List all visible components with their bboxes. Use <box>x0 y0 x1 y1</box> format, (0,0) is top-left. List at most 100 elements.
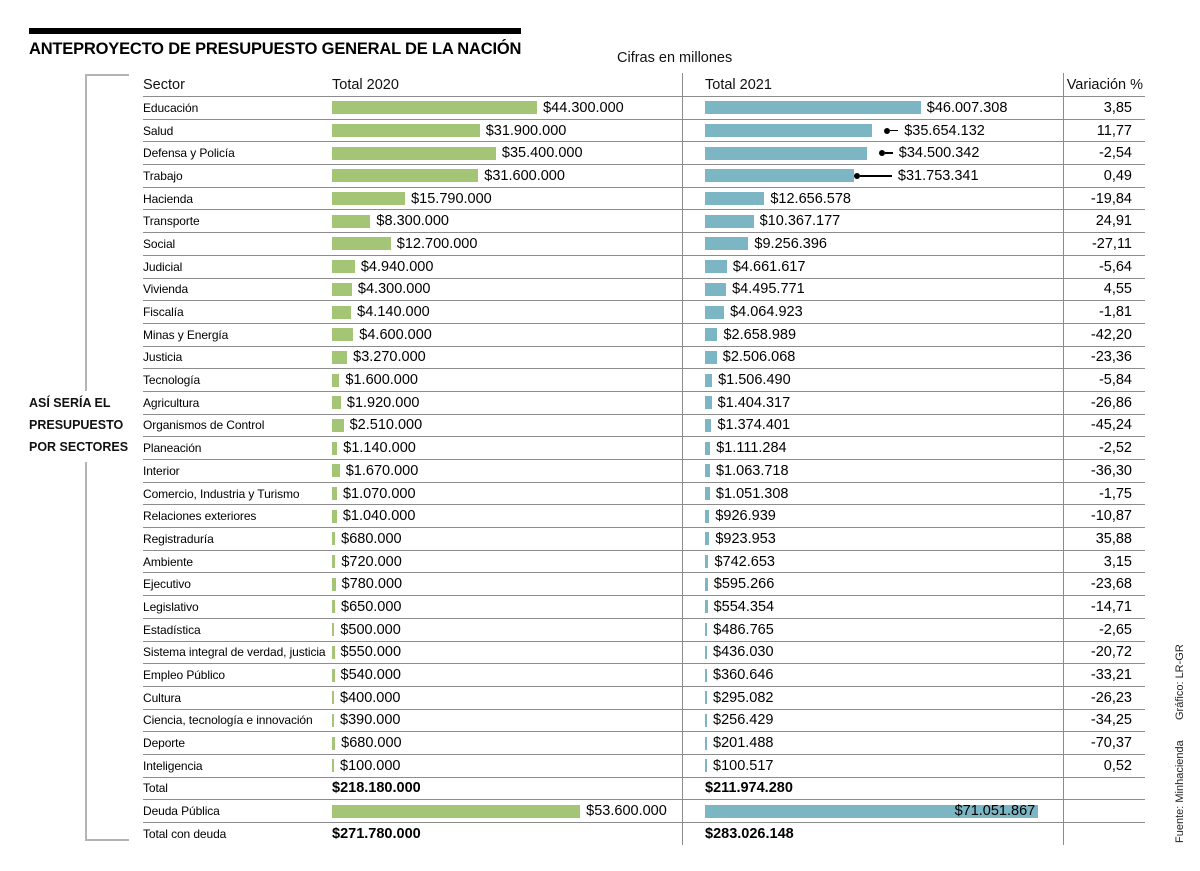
bar-2020 <box>332 623 335 637</box>
table-header: Sector Total 2020 Total 2021 Variación % <box>143 73 1145 96</box>
cell-total-2020: $8.300.000 <box>332 210 682 232</box>
sector-label: Agricultura <box>143 395 200 410</box>
value-2021: $9.256.396 <box>754 235 827 252</box>
variation-value: -42,20 <box>1090 326 1132 343</box>
sector-label: Trabajo <box>143 168 183 183</box>
variation-value: -45,24 <box>1090 417 1132 434</box>
sector-label: Vivienda <box>143 282 189 297</box>
cell-total-2021: $1.506.490 <box>682 369 1063 391</box>
cell-total-2021: $34.500.342 <box>682 142 1063 164</box>
table-row: Planeación $1.140.000 $1.111.284 -2,52 <box>143 436 1145 459</box>
table-row: Organismos de Control $2.510.000 $1.374.40… <box>143 413 1145 437</box>
cell-total-2020: $780.000 <box>332 573 682 595</box>
table-body: Educación $44.300.000 $46.007.308 3,85 Salud… <box>143 96 1145 845</box>
variation-value: -23,36 <box>1090 349 1132 366</box>
cell-total-2021: $926.939 <box>682 505 1063 527</box>
variation-value: -33,21 <box>1090 667 1132 684</box>
cell-total-2021: $595.266 <box>682 573 1063 595</box>
cell-total-2021: $742.653 <box>682 551 1063 573</box>
variation-value: -2,52 <box>1098 440 1132 457</box>
bar-2021 <box>705 691 707 705</box>
variation-value: -5,64 <box>1098 258 1132 275</box>
value-2021: $295.082 <box>713 689 774 706</box>
variation-value: 24,91 <box>1095 213 1132 230</box>
table-row: Vivienda $4.300.000 $4.495.771 4,55 <box>143 277 1145 301</box>
leader-line <box>859 175 892 177</box>
leader-line <box>890 129 899 132</box>
sector-label: Deporte <box>143 736 185 751</box>
table-row: Comercio, Industria y Turismo $1.070.000 $… <box>143 481 1145 505</box>
cell-total-2020: $720.000 <box>332 551 682 573</box>
value-2020: $31.900.000 <box>485 122 567 139</box>
page-title: ANTEPROYECTO DE PRESUPUESTO GENERAL DE L… <box>29 40 522 58</box>
sector-label: Planeación <box>143 441 202 456</box>
table-row: Social $12.700.000 $9.256.396 -27,11 <box>143 232 1145 255</box>
cell-total-2021: $46.007.308 <box>682 97 1063 119</box>
bar-2021 <box>705 736 707 750</box>
bar-2021 <box>705 237 749 251</box>
bar-2021 <box>705 169 854 183</box>
table-row: Inteligencia $100.000 $100.517 0,52 <box>143 753 1145 777</box>
cell-total-2020: $650.000 <box>332 596 682 618</box>
cell-total-2021: $12.656.578 <box>682 188 1063 210</box>
variation-value: -2,65 <box>1098 621 1132 638</box>
cell-total-2021: $256.429 <box>682 710 1063 732</box>
cell-total-2020: $4.600.000 <box>332 324 682 346</box>
value-2020: $390.000 <box>340 712 401 729</box>
value-2020: $271.780.000 <box>332 825 421 842</box>
cell-total-2021: $4.495.771 <box>682 279 1063 301</box>
value-2020: $4.140.000 <box>357 304 430 321</box>
leader-dot-icon <box>884 127 891 134</box>
sector-label: Organismos de Control <box>143 418 265 433</box>
value-2020: $53.600.000 <box>586 803 667 820</box>
sector-label: Registraduría <box>143 531 214 546</box>
cell-total-2020: $390.000 <box>332 710 682 732</box>
bar-2021 <box>705 124 873 138</box>
variation-value: -23,68 <box>1090 576 1132 593</box>
value-2020: $35.400.000 <box>501 145 583 162</box>
cell-total-2021: $1.051.308 <box>682 483 1063 505</box>
side-label-line: POR SECTORES <box>29 440 129 454</box>
value-2021: $1.506.490 <box>718 372 791 389</box>
value-2021: $595.266 <box>713 576 775 593</box>
credits: Fuente: Minhacienda Gráfico: LR-GR <box>1174 598 1186 843</box>
variation-value: 0,49 <box>1103 167 1132 184</box>
bar-2020 <box>332 169 479 183</box>
leader-line <box>884 152 893 154</box>
sector-label: Social <box>143 236 176 251</box>
table-row: Legislativo $650.000 $554.354 -14,71 <box>143 595 1145 618</box>
table-row: Estadística $500.000 $486.765 -2,65 <box>143 617 1145 641</box>
bar-2020 <box>332 214 371 228</box>
table-row: Sistema integral de verdad, justicia $550… <box>143 640 1145 664</box>
bar-2020 <box>332 600 335 614</box>
value-2021: $742.653 <box>714 553 775 570</box>
bar-2020 <box>332 373 340 387</box>
cell-total-2021: $283.026.148 <box>682 823 1063 845</box>
value-2020: $1.600.000 <box>345 372 418 389</box>
table-row: Deporte $680.000 $201.488 -70,37 <box>143 731 1145 754</box>
variation-value: -70,37 <box>1090 735 1132 752</box>
table-row: Ejecutivo $780.000 $595.266 -23,68 <box>143 572 1145 595</box>
sector-label: Comercio, Industria y Turismo <box>143 486 300 501</box>
cell-total-2021: $10.367.177 <box>682 210 1063 232</box>
cell-total-2020: $500.000 <box>332 619 682 641</box>
side-label-line: ASÍ SERÍA EL <box>29 396 111 410</box>
variation-value: -26,23 <box>1090 689 1132 706</box>
cell-total-2020: $15.790.000 <box>332 188 682 210</box>
cell-total-2020: $400.000 <box>332 687 682 709</box>
value-2020: $12.700.000 <box>396 235 478 252</box>
bar-2021 <box>705 600 708 614</box>
value-2021: $10.367.177 <box>759 213 841 230</box>
sector-label: Sistema integral de verdad, justicia <box>143 645 326 660</box>
bar-2020 <box>332 759 334 773</box>
value-2020: $680.000 <box>341 530 402 547</box>
sector-label: Deuda Pública <box>143 804 220 819</box>
table-row: Educación $44.300.000 $46.007.308 3,85 <box>143 96 1145 119</box>
sector-label: Relaciones exteriores <box>143 509 257 524</box>
value-2021: $4.495.771 <box>732 281 805 298</box>
sector-label: Total con deuda <box>143 826 227 841</box>
cell-total-2021: $9.256.396 <box>682 233 1063 255</box>
bar-2021 <box>705 441 711 455</box>
bar-2020 <box>332 804 581 818</box>
cell-total-2021: $1.374.401 <box>682 415 1063 437</box>
